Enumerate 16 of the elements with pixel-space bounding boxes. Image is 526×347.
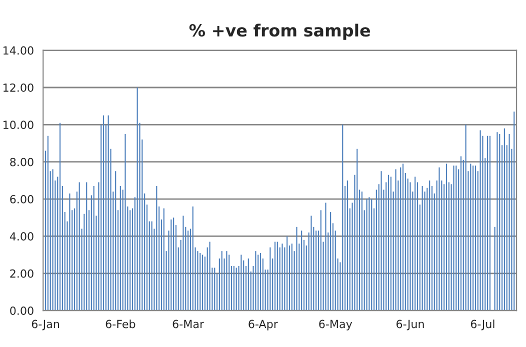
y-tick-label: 4.00 — [10, 232, 34, 241]
y-tick-label: 8.00 — [10, 158, 34, 166]
y-tick-label: 10.00 — [4, 120, 34, 130]
y-tick-label: 0.00 — [10, 306, 34, 315]
y-tick-label: 12.00 — [4, 83, 34, 92]
x-tick-label: 6-Feb — [106, 320, 136, 328]
chart-title: % +ve from sample — [189, 24, 370, 40]
y-tick-label: 6.00 — [10, 195, 34, 204]
x-tick-label: 6-Jul — [470, 320, 494, 330]
x-tick-label: 6-May — [319, 320, 352, 330]
y-tick-label: 14.00 — [4, 46, 34, 55]
x-tick-label: 6-Apr — [248, 320, 278, 330]
x-tick-label: 6-Jun — [396, 320, 424, 330]
y-tick-label: 2.00 — [10, 269, 34, 278]
x-tick-label: 6-Mar — [172, 320, 204, 328]
x-tick-label: 6-Jan — [32, 320, 60, 330]
